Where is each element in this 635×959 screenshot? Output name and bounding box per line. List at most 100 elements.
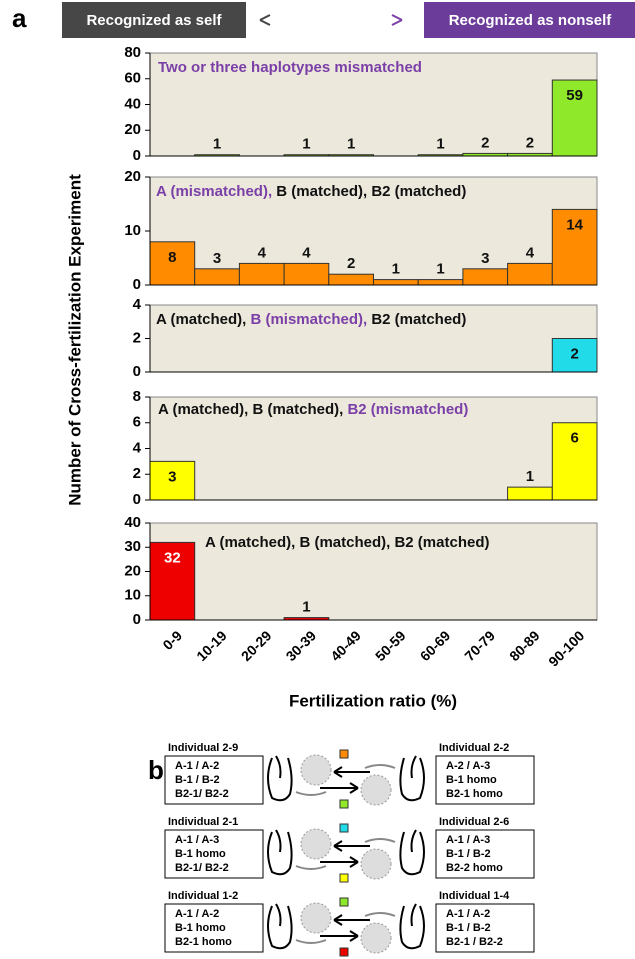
sperm [365, 839, 395, 842]
genotype-line: B2-1/ B2-2 [175, 788, 229, 800]
chart-title: A (mismatched), B (matched), B2 (matched… [156, 183, 466, 200]
y-tick-label: 0 [133, 491, 141, 508]
sperm [296, 940, 326, 943]
egg [361, 775, 391, 805]
value-label: 2 [481, 134, 489, 151]
value-label: 8 [168, 249, 176, 266]
value-label: 4 [526, 244, 535, 261]
result-square [340, 750, 348, 758]
value-label: 1 [392, 261, 400, 278]
bar [418, 280, 463, 285]
y-tick-label: 0 [133, 363, 141, 380]
genotype-line: A-1 / A-2 [446, 908, 490, 920]
value-label: 1 [302, 136, 310, 153]
y-tick-label: 2 [133, 329, 141, 346]
value-label: 6 [570, 430, 578, 447]
egg [361, 849, 391, 879]
x-axis-label: Fertilization ratio (%) [289, 691, 457, 710]
x-tick-label: 40-49 [327, 627, 364, 664]
x-tick-label: 70-79 [461, 627, 498, 664]
y-tick-label: 0 [133, 611, 141, 628]
self-label: Recognized as self [86, 12, 222, 29]
y-tick-label: 60 [124, 70, 141, 87]
value-label: 3 [213, 250, 221, 267]
value-label: 4 [302, 244, 311, 261]
genotype-line: A-1 / A-3 [446, 834, 490, 846]
chart-title: A (matched), B (matched), B2 (matched) [205, 534, 489, 551]
chart-title: Two or three haplotypes mismatched [158, 59, 422, 76]
x-tick-label: 90-100 [545, 627, 587, 669]
individual-title: Individual 1-4 [439, 890, 510, 902]
x-tick-label: 60-69 [417, 627, 454, 664]
y-tick-label: 0 [133, 276, 141, 293]
title-part: A (matched), B (matched), B2 (matched) [205, 534, 489, 551]
value-label: 3 [481, 250, 489, 267]
genotype-line: A-1 / A-2 [175, 908, 219, 920]
x-tick-label: 80-89 [506, 627, 543, 664]
panel-label: b [148, 755, 164, 785]
genotype-line: B2-1 homo [446, 788, 503, 800]
pistil [400, 756, 424, 800]
y-tick-label: 0 [133, 147, 141, 164]
y-tick-label: 40 [124, 95, 141, 112]
result-square [340, 874, 348, 882]
genotype-line: B2-1 / B2-2 [446, 936, 503, 948]
title-part: A (mismatched), [156, 183, 272, 200]
value-label: 14 [566, 216, 583, 233]
value-label: 2 [526, 134, 534, 151]
genotype-line: B-1 / B-2 [175, 774, 220, 786]
pistil [268, 830, 292, 874]
x-tick-label: 10-19 [193, 627, 230, 664]
value-label: 1 [526, 468, 534, 485]
x-tick-label: 50-59 [372, 627, 409, 664]
y-tick-label: 40 [124, 514, 141, 531]
y-tick-label: 10 [124, 222, 141, 239]
pistil [400, 830, 424, 874]
value-label: 1 [347, 136, 355, 153]
value-label: 4 [258, 244, 267, 261]
egg [301, 829, 331, 859]
genotype-line: B-1 / B-2 [446, 848, 491, 860]
y-tick-label: 20 [124, 121, 141, 138]
egg [301, 903, 331, 933]
bar [463, 269, 508, 285]
title-part: B (matched), B2 (matched) [272, 183, 466, 200]
nonself-label: Recognized as nonself [449, 12, 613, 29]
genotype-line: A-1 / A-3 [175, 834, 219, 846]
figure: a Recognized as self Recognized as nonse… [0, 0, 635, 959]
genotype-line: B2-1/ B2-2 [175, 862, 229, 874]
arrow [334, 767, 370, 777]
arrow [334, 841, 370, 851]
y-tick-label: 80 [124, 44, 141, 61]
panel-label: a [12, 3, 27, 33]
value-label: 1 [302, 599, 310, 616]
genotype-line: A-2 / A-3 [446, 760, 490, 772]
value-label: 59 [566, 87, 583, 104]
x-tick-label: 20-29 [238, 627, 275, 664]
bar [374, 280, 419, 285]
y-tick-label: 20 [124, 168, 141, 185]
pistil [400, 904, 424, 948]
value-label: 32 [164, 549, 181, 566]
sperm [296, 792, 326, 795]
title-part: Two or three haplotypes mismatched [158, 59, 422, 76]
bar [508, 263, 553, 285]
y-tick-label: 4 [133, 296, 142, 313]
genotype-line: A-1 / A-2 [175, 760, 219, 772]
title-part: A (matched), B (matched), [158, 401, 343, 418]
y-tick-label: 2 [133, 465, 141, 482]
genotype-line: B2-2 homo [446, 862, 503, 874]
egg [301, 755, 331, 785]
genotype-line: B-1 homo [175, 922, 226, 934]
title-part: A (matched), [156, 311, 246, 328]
x-tick-label: 0-9 [159, 627, 185, 653]
value-label: 1 [213, 136, 221, 153]
x-tick-label: 30-39 [283, 627, 320, 664]
y-tick-label: 4 [133, 439, 142, 456]
arrow [334, 915, 370, 925]
y-tick-label: 10 [124, 587, 141, 604]
individual-title: Individual 1-2 [168, 890, 238, 902]
value-label: 1 [436, 261, 444, 278]
individual-title: Individual 2-6 [439, 816, 509, 828]
bar [329, 274, 374, 285]
